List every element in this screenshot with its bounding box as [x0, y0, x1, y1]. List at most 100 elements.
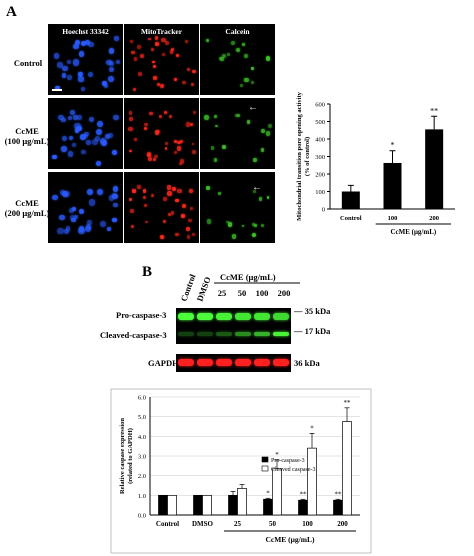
cell-dot [181, 80, 186, 85]
cell-dot [108, 133, 114, 139]
bar [237, 488, 247, 516]
cell-dot [164, 142, 168, 146]
cell-dot [266, 131, 271, 136]
cell-dot [152, 64, 156, 68]
cell-dot [136, 44, 141, 49]
row-label-text: (100 μg/mL) [4, 136, 50, 146]
significance-label: ** [344, 399, 352, 407]
kda-label-35: — 35 kDa [294, 306, 331, 316]
cell-dot [76, 114, 83, 121]
legend-label: Pro-caspase-3 [271, 458, 305, 464]
cell-dot [60, 190, 65, 195]
cell-dot [163, 219, 167, 223]
column-title: Hoechst 33342 [62, 27, 109, 36]
cell-dot [86, 189, 93, 195]
cell-dot [78, 227, 85, 234]
cell-dot [87, 71, 93, 77]
cell-dot [84, 40, 90, 46]
cell-dot [70, 110, 76, 115]
cell-dot [83, 134, 88, 139]
blot-band [196, 332, 213, 336]
bar [383, 162, 402, 209]
chart-frame [110, 388, 372, 554]
dose-label: 100 [256, 288, 269, 298]
cell-dot [222, 54, 226, 58]
y-tick-label: 500 [315, 119, 325, 126]
cell-dot [72, 206, 77, 212]
cell-dot [174, 232, 179, 237]
y-axis-label-line: (% of control) [304, 137, 311, 176]
cell-dot [243, 53, 249, 59]
cell-dot [84, 226, 91, 233]
cell-dot [179, 140, 183, 144]
cell-dot [128, 110, 133, 115]
cell-dot [151, 48, 154, 51]
bar [193, 494, 203, 516]
cell-dot [78, 76, 84, 82]
mptp-bar-chart: 0 100 200 300 400 500 600 Control * 100 ** 200 CcME … [296, 92, 455, 236]
cell-dot [190, 82, 195, 87]
row-label-ccme-100: CcME (100 μg/mL) [4, 126, 50, 146]
cell-dot [105, 134, 110, 140]
cell-dot [74, 214, 79, 219]
y-tick-label: 300 [315, 154, 325, 161]
micrograph-tile: Hoechst 33342 [48, 24, 123, 95]
arrow-icon: ← [252, 182, 262, 193]
cell-dot [167, 185, 172, 190]
blot-band [177, 313, 194, 320]
cell-dot [189, 188, 193, 193]
cell-dot [164, 40, 170, 45]
y-tick-label: 6.0 [138, 395, 146, 402]
cell-dot [163, 197, 167, 201]
bar [263, 498, 273, 516]
y-axis-label: Relative caspase expression(related to G… [119, 418, 134, 494]
cell-dot [148, 111, 153, 116]
cell-dot [188, 218, 192, 223]
cell-dot [129, 208, 134, 213]
cell-dot [133, 57, 138, 62]
blot-band [215, 359, 232, 366]
cell-dot [100, 140, 107, 147]
blot-band [254, 332, 271, 336]
cell-dot [74, 40, 80, 46]
cell-dot [177, 140, 181, 145]
cell-dot [160, 84, 165, 88]
cell-dot [186, 67, 191, 71]
significance-label: ** [335, 490, 343, 498]
blot-band [254, 359, 271, 366]
cell-dot [213, 158, 218, 162]
cell-dot [81, 150, 86, 155]
x-tick-label: Control [156, 520, 179, 528]
y-axis-label-line: Mitochondrial transition pore opening ac… [296, 92, 303, 221]
cell-dot [106, 59, 112, 65]
cell-dot [226, 53, 230, 57]
cell-dot [186, 235, 191, 239]
cell-dot [156, 82, 161, 87]
cell-dot [128, 116, 133, 121]
cell-dot [214, 115, 218, 118]
y-tick-label: 3.0 [138, 454, 146, 461]
cell-dot [58, 114, 64, 121]
cell-dot [73, 59, 80, 66]
cell-dot [252, 223, 255, 227]
cell-dot [173, 150, 177, 154]
bar [158, 494, 168, 516]
panel-a-letter: A [6, 4, 17, 20]
bar [342, 421, 352, 516]
bar [167, 494, 177, 516]
cell-dot [52, 194, 58, 201]
lane-label-dmso: DMSO [194, 275, 212, 303]
cell-dot [139, 54, 144, 59]
cell-dot [73, 115, 78, 120]
cell-dot [179, 159, 185, 164]
cell-dot [108, 67, 114, 73]
significance-label: * [266, 489, 270, 497]
cell-dot [86, 219, 92, 226]
cell-dot [147, 152, 151, 157]
cell-dot [241, 224, 245, 228]
micrograph-tile [48, 172, 123, 243]
bar [228, 494, 238, 516]
cell-dot [252, 158, 257, 162]
cell-dot [181, 204, 186, 209]
